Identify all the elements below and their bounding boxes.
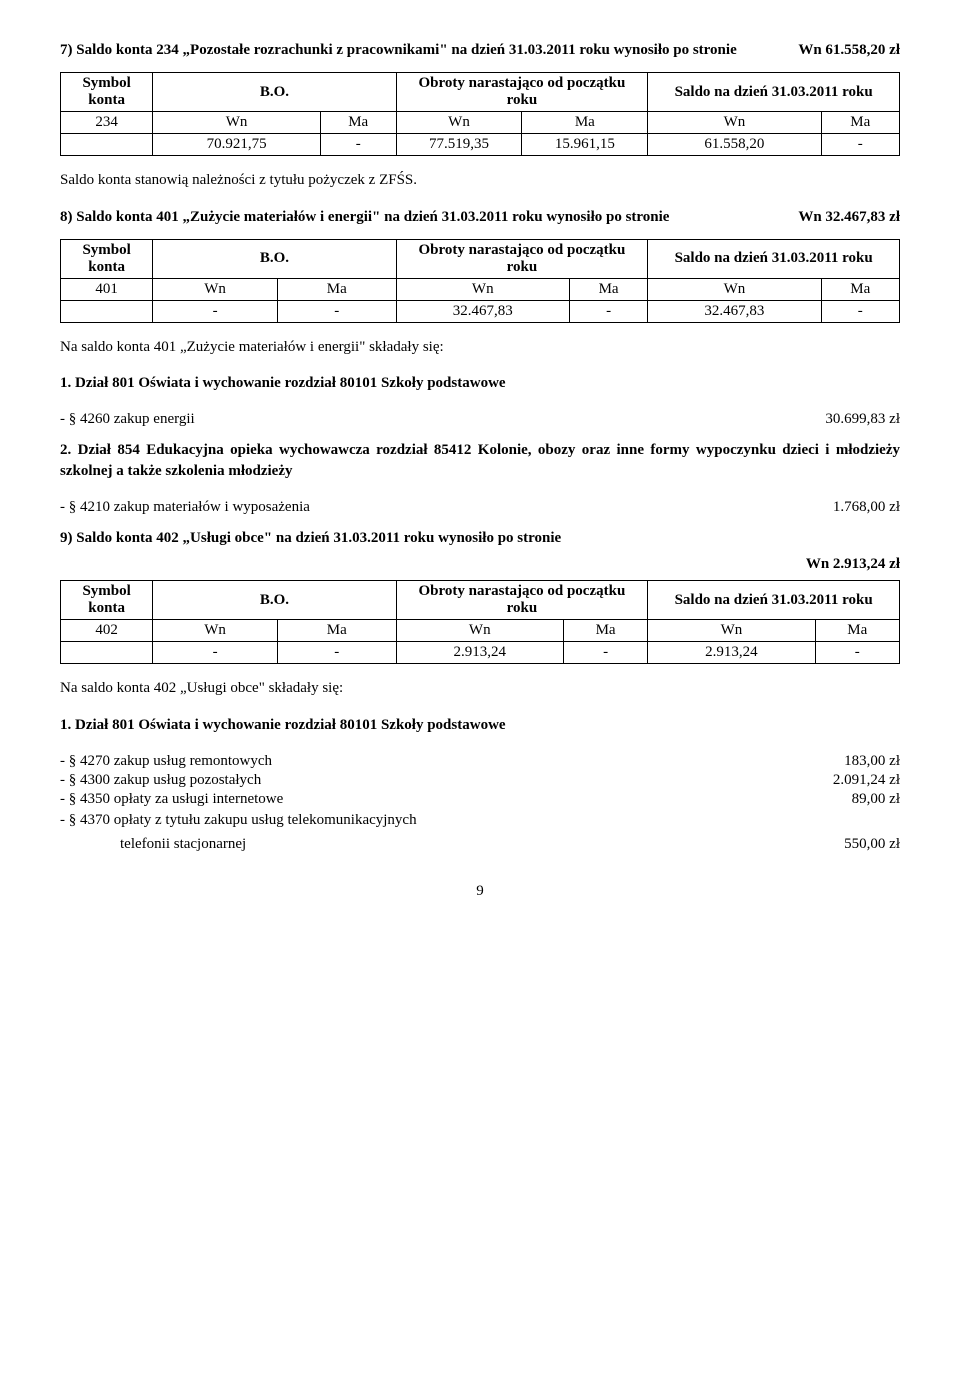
section7-amount: Wn 61.558,20 zł xyxy=(798,40,900,60)
th-saldo: Saldo na dzień 31.03.2011 roku xyxy=(648,239,900,278)
item-value: 1.768,00 zł xyxy=(833,499,900,516)
cell: Wn xyxy=(648,620,815,642)
cell: 2.913,24 xyxy=(648,642,815,664)
cell: Wn xyxy=(648,278,821,300)
th-bo: B.O. xyxy=(153,239,396,278)
cell: - xyxy=(821,300,899,322)
section7-note: Saldo konta stanowią należności z tytułu… xyxy=(60,170,900,190)
cell: 77.519,35 xyxy=(396,134,522,156)
section9-heading-text: 9) Saldo konta 402 „Usługi obce" na dzie… xyxy=(60,530,561,546)
cell: Wn xyxy=(153,112,321,134)
item-value: 89,00 zł xyxy=(852,791,900,808)
row-id: 401 xyxy=(61,278,153,300)
table-234: Symbol konta B.O. Obroty narastająco od … xyxy=(60,72,900,156)
table-401: Symbol konta B.O. Obroty narastająco od … xyxy=(60,239,900,323)
section8-heading-text: 8) Saldo konta 401 „Zużycie materiałów i… xyxy=(60,209,669,225)
item-value: 30.699,83 zł xyxy=(825,411,900,428)
item-label: - § 4270 zakup usług remontowych xyxy=(60,753,272,770)
item-value: 183,00 zł xyxy=(844,753,900,770)
cell: Wn xyxy=(396,278,569,300)
cell: 32.467,83 xyxy=(396,300,569,322)
cell: - xyxy=(815,642,899,664)
list-item: - § 4300 zakup usług pozostałych 2.091,2… xyxy=(60,772,900,789)
section9-heading: 9) Saldo konta 402 „Usługi obce" na dzie… xyxy=(60,528,900,548)
cell: 15.961,15 xyxy=(522,134,648,156)
list-item: - § 4350 opłaty za usługi internetowe 89… xyxy=(60,791,900,808)
cell: Ma xyxy=(569,278,647,300)
section9-note: Na saldo konta 402 „Usługi obce" składał… xyxy=(60,678,900,698)
item-label: telefonii stacjonarnej xyxy=(60,836,246,853)
th-obroty: Obroty narastająco od początku roku xyxy=(396,239,648,278)
section8-amount: Wn 32.467,83 zł xyxy=(798,207,900,227)
cell: - xyxy=(277,642,396,664)
item-label: - § 4350 opłaty za usługi internetowe xyxy=(60,791,283,808)
cell: Ma xyxy=(563,620,647,642)
cell: Wn xyxy=(153,620,278,642)
cell: 61.558,20 xyxy=(648,134,821,156)
list-item: telefonii stacjonarnej 550,00 zł xyxy=(60,836,900,853)
cell: Ma xyxy=(815,620,899,642)
th-symbol: Symbol konta xyxy=(61,239,153,278)
cell: - xyxy=(153,300,278,322)
item-label: - § 4300 zakup usług pozostałych xyxy=(60,772,261,789)
th-obroty: Obroty narastająco od początku roku xyxy=(396,73,648,112)
th-saldo: Saldo na dzień 31.03.2011 roku xyxy=(648,581,900,620)
cell: Wn xyxy=(648,112,821,134)
cell: Wn xyxy=(153,278,278,300)
cell: Wn xyxy=(396,112,522,134)
cell: Ma xyxy=(821,112,899,134)
th-symbol: Symbol konta xyxy=(61,73,153,112)
cell: - xyxy=(153,642,278,664)
th-obroty: Obroty narastająco od początku roku xyxy=(396,581,648,620)
item-label: - § 4210 zakup materiałów i wyposażenia xyxy=(60,499,310,516)
th-bo: B.O. xyxy=(153,73,396,112)
section7-heading-text: 7) Saldo konta 234 „Pozostałe rozrachunk… xyxy=(60,42,737,58)
cell: Ma xyxy=(277,278,396,300)
section9-amount: Wn 2.913,24 zł xyxy=(60,554,900,574)
row-id: 402 xyxy=(61,620,153,642)
cell: 32.467,83 xyxy=(648,300,821,322)
cell: - xyxy=(563,642,647,664)
th-bo: B.O. xyxy=(153,581,396,620)
cell: - xyxy=(277,300,396,322)
section8-heading: 8) Saldo konta 401 „Zużycie materiałów i… xyxy=(60,207,900,227)
cell: 2.913,24 xyxy=(396,642,563,664)
item-label: - § 4260 zakup energii xyxy=(60,411,195,428)
th-saldo: Saldo na dzień 31.03.2011 roku xyxy=(648,73,900,112)
cell: Wn xyxy=(396,620,563,642)
section9-d1-title: 1. Dział 801 Oświata i wychowanie rozdzi… xyxy=(60,715,900,735)
item-value: 2.091,24 zł xyxy=(833,772,900,789)
table-402: Symbol konta B.O. Obroty narastająco od … xyxy=(60,580,900,664)
section8-note: Na saldo konta 401 „Zużycie materiałów i… xyxy=(60,337,900,357)
cell: - xyxy=(821,134,899,156)
item-value: 550,00 zł xyxy=(844,836,900,853)
list-item: - § 4270 zakup usług remontowych 183,00 … xyxy=(60,753,900,770)
cell: Ma xyxy=(320,112,396,134)
cell: - xyxy=(320,134,396,156)
cell: 70.921,75 xyxy=(153,134,321,156)
cell: Ma xyxy=(522,112,648,134)
list-item: - § 4210 zakup materiałów i wyposażenia … xyxy=(60,499,900,516)
tel-line: - § 4370 opłaty z tytułu zakupu usług te… xyxy=(60,810,900,830)
section7-heading: 7) Saldo konta 234 „Pozostałe rozrachunk… xyxy=(60,40,900,60)
cell: - xyxy=(569,300,647,322)
page-number: 9 xyxy=(60,883,900,900)
cell: Ma xyxy=(277,620,396,642)
list-item: - § 4260 zakup energii 30.699,83 zł xyxy=(60,411,900,428)
th-symbol: Symbol konta xyxy=(61,581,153,620)
section8-d2-title: 2. Dział 854 Edukacyjna opieka wychowawc… xyxy=(60,440,900,481)
section8-d1-title: 1. Dział 801 Oświata i wychowanie rozdzi… xyxy=(60,373,900,393)
row-id: 234 xyxy=(61,112,153,134)
cell: Ma xyxy=(821,278,899,300)
